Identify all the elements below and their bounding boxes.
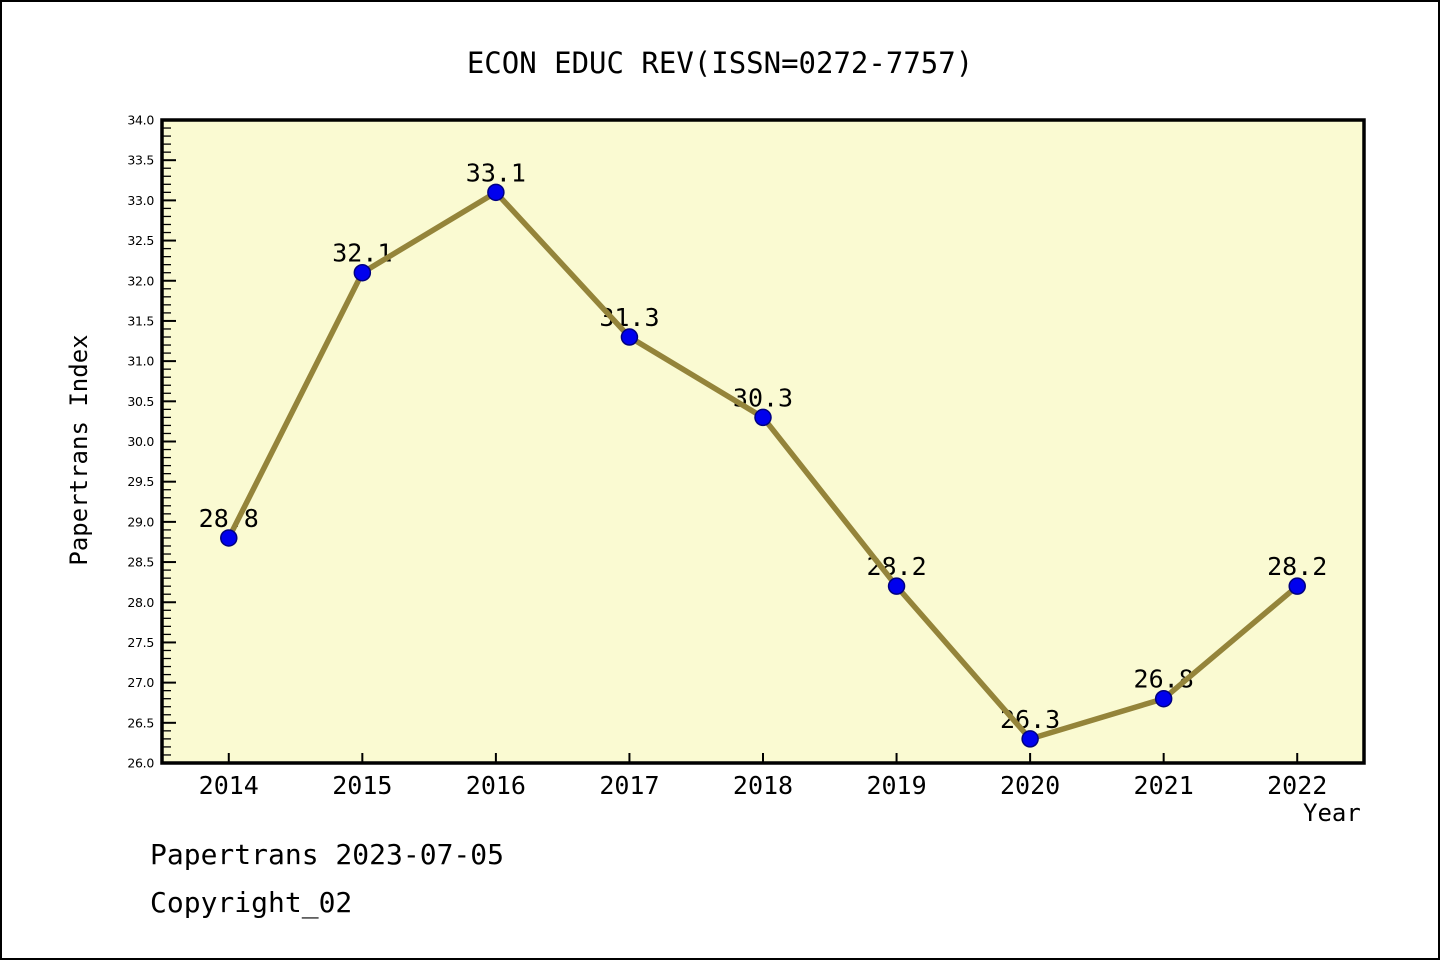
x-tick-label: 2014 (199, 771, 259, 800)
y-tick-label: 27.0 (127, 675, 154, 690)
plot-border (160, 118, 1366, 765)
x-tick-label: 2019 (866, 771, 926, 800)
y-tick-label: 32.5 (127, 233, 154, 248)
point-label: 33.1 (466, 158, 526, 187)
y-tick-label: 33.0 (127, 193, 154, 208)
y-tick-label: 28.0 (127, 595, 154, 610)
footer-copyright: Copyright_02 (150, 886, 353, 919)
x-axis-label: Year (1303, 799, 1361, 827)
y-tick-label: 26.5 (127, 715, 154, 730)
point-label: 28.8 (199, 504, 259, 533)
y-tick-label: 30.0 (127, 434, 154, 449)
data-point (754, 408, 772, 427)
chart-title: ECON EDUC REV(ISSN=0272-7757) (466, 46, 974, 80)
y-tick-label: 31.0 (127, 354, 154, 369)
y-tick-label: 29.5 (127, 474, 154, 489)
point-label: 32.1 (332, 239, 392, 268)
footer-source-date: Papertrans 2023-07-05 (150, 838, 505, 871)
y-tick-label: 32.0 (127, 273, 154, 288)
data-point (620, 328, 639, 346)
x-tick-label: 2022 (1267, 771, 1327, 800)
y-tick-label: 28.5 (127, 555, 154, 570)
data-point (887, 577, 906, 595)
data-point (1288, 577, 1306, 595)
x-tick-label: 2015 (332, 771, 392, 800)
y-tick-label: 31.5 (127, 313, 154, 328)
y-tick-label: 33.5 (127, 153, 154, 168)
y-tick-label: 34.0 (127, 113, 154, 128)
point-label: 26.3 (1000, 705, 1060, 734)
x-tick-label: 2020 (1000, 771, 1060, 800)
y-tick-label: 27.5 (127, 635, 154, 650)
y-tick-label: 29.0 (127, 514, 154, 529)
point-label: 28.2 (1267, 552, 1327, 581)
x-tick-label: 2017 (599, 771, 659, 800)
x-tick-label: 2018 (733, 771, 793, 800)
data-point (353, 263, 372, 282)
point-label: 30.3 (733, 383, 793, 412)
data-point (1154, 689, 1173, 708)
data-point (220, 529, 238, 547)
x-tick-label: 2021 (1134, 771, 1194, 800)
data-point (487, 183, 505, 202)
data-point (1021, 730, 1039, 748)
y-tick-label: 26.0 (127, 756, 154, 771)
plot-area (162, 120, 1364, 763)
y-tick-label: 30.5 (127, 394, 154, 409)
x-tick-label: 2016 (466, 771, 526, 800)
